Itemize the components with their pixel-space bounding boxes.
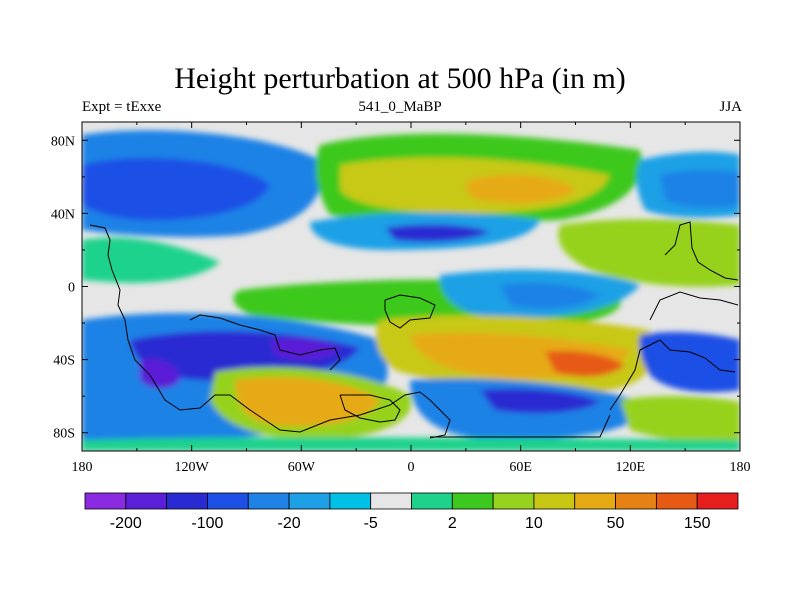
colorbar [84,492,739,510]
colorbar-label: 10 [525,515,543,532]
contour-band-sh-orange [235,376,380,427]
contour-band-east-green [558,219,740,287]
colorbar-swatch [696,492,739,510]
colorbar-label: -5 [364,515,378,532]
contour-band-nh-west-inner [82,157,270,221]
x-tick-label: 60E [509,460,532,475]
y-tick-label: 40S [53,354,75,369]
latitude-labels: 80N 40N 0 40S 80S [51,134,75,441]
contour-band-sh-mid-core [545,350,625,377]
colorbar-label: -100 [191,515,223,532]
y-tick-label: 80N [51,134,75,149]
y-tick-label: 40N [51,207,75,222]
contour-band-sh-far-east-green [620,396,740,442]
longitude-labels: 180 120W 60W 0 60E 120E 180 [72,460,751,475]
colorbar-swatch [370,492,412,510]
colorbar-swatch [247,492,290,510]
colorbar-swatch [451,492,494,510]
colorbar-swatch [329,492,372,510]
colorbar-swatch [533,492,576,510]
x-tick-label: 120E [616,460,646,475]
colorbar-label: 50 [607,515,625,532]
experiment-label: Expt = tExxe [82,99,162,115]
axis-ticks [81,122,741,451]
colorbar-label: -200 [110,515,142,532]
colorbar-label: -20 [278,515,301,532]
contour-band-jet-inner [385,224,490,242]
contour-band-nh-east-inner [660,170,740,208]
x-tick-label: 60W [288,460,316,475]
plot-title: Height perturbation at 500 hPa (in m) [174,62,626,95]
colorbar-swatch [615,492,657,510]
contour-field [82,122,740,451]
colorbar-label: 2 [448,515,457,532]
colorbar-swatch [84,492,127,510]
coastline-outline [89,221,739,439]
contour-band-sh-west-core [270,338,340,360]
colorbar-swatch [125,492,168,510]
colorbar-swatch [492,492,535,510]
colorbar-swatch [574,492,616,510]
contour-band-tropics-deep [500,283,600,309]
contour-band-nh-core [465,174,575,203]
contour-band-sh-core-sw [140,358,180,389]
x-tick-label: 0 [408,460,415,475]
contour-band-polar-south [82,437,740,451]
x-tick-label: 180 [72,460,93,475]
colorbar-swatch [288,492,331,510]
x-tick-label: 180 [730,460,751,475]
contour-band-west-green [82,237,220,283]
contour-band-sh-east-deep [480,388,600,414]
colorbar-labels: -200 -100 -20 -5 2 10 50 150 [110,515,711,532]
contour-band-sh-far-east [639,332,740,393]
y-tick-label: 0 [68,281,75,296]
y-tick-label: 80S [53,427,75,442]
colorbar-swatch [411,492,453,510]
colorbar-label: 150 [684,515,711,532]
colorbar-swatch [207,492,249,510]
run-label: 541_0_MaBP [358,99,442,115]
season-label: JJA [719,99,742,115]
x-tick-label: 120W [175,460,210,475]
colorbar-swatch [655,492,698,510]
colorbar-swatch [166,492,208,510]
